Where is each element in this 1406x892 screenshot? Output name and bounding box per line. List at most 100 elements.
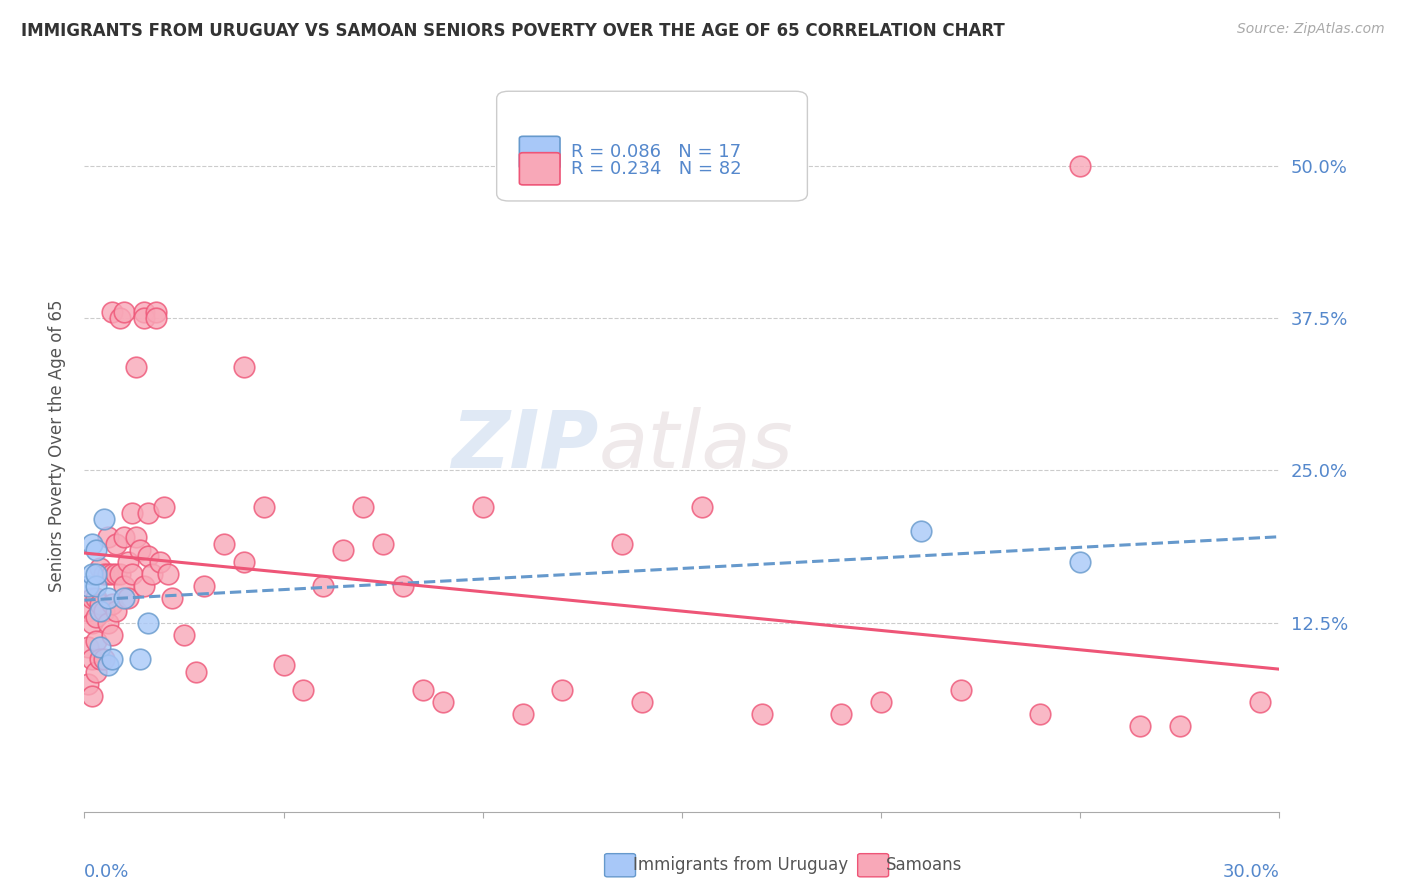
- Point: [112, 530, 135, 544]
- Point: [471, 500, 494, 514]
- Text: Immigrants from Uruguay: Immigrants from Uruguay: [633, 856, 848, 874]
- Point: [145, 305, 167, 319]
- Point: [184, 665, 207, 679]
- Point: [160, 591, 183, 606]
- Point: [89, 652, 111, 666]
- Point: [132, 310, 156, 325]
- Point: [105, 536, 128, 550]
- Point: [153, 500, 176, 514]
- Point: [129, 652, 152, 666]
- Point: [97, 530, 120, 544]
- Point: [132, 579, 156, 593]
- Point: [89, 561, 111, 575]
- Point: [105, 567, 128, 582]
- Point: [751, 707, 773, 722]
- Point: [136, 615, 159, 630]
- Point: [86, 591, 108, 606]
- Point: [412, 682, 434, 697]
- Point: [1029, 707, 1052, 722]
- Point: [1069, 159, 1091, 173]
- Point: [86, 542, 108, 557]
- Point: [93, 567, 115, 582]
- Point: [690, 500, 713, 514]
- Point: [212, 536, 235, 550]
- Point: [86, 634, 108, 648]
- Point: [512, 707, 534, 722]
- Point: [121, 567, 143, 582]
- Text: Samoans: Samoans: [886, 856, 962, 874]
- Point: [101, 598, 124, 612]
- Point: [1069, 555, 1091, 569]
- Point: [117, 591, 139, 606]
- Point: [551, 682, 574, 697]
- Point: [101, 652, 124, 666]
- Point: [232, 359, 254, 374]
- Point: [193, 579, 215, 593]
- Point: [93, 603, 115, 617]
- Point: [93, 512, 115, 526]
- Point: [86, 567, 108, 582]
- FancyBboxPatch shape: [858, 854, 889, 877]
- Point: [373, 536, 395, 550]
- Point: [82, 567, 104, 582]
- Point: [93, 652, 115, 666]
- Point: [105, 603, 128, 617]
- Point: [312, 579, 335, 593]
- Point: [101, 628, 124, 642]
- Point: [82, 652, 104, 666]
- Point: [129, 542, 152, 557]
- Point: [112, 591, 135, 606]
- Point: [136, 549, 159, 563]
- Point: [117, 555, 139, 569]
- Text: R = 0.086   N = 17: R = 0.086 N = 17: [571, 144, 741, 161]
- Point: [173, 628, 195, 642]
- Point: [432, 695, 454, 709]
- Point: [292, 682, 315, 697]
- Point: [77, 640, 100, 655]
- Point: [157, 567, 180, 582]
- Point: [132, 305, 156, 319]
- Point: [110, 567, 132, 582]
- Text: R = 0.234   N = 82: R = 0.234 N = 82: [571, 160, 741, 178]
- Point: [352, 500, 374, 514]
- Point: [97, 615, 120, 630]
- Y-axis label: Seniors Poverty Over the Age of 65: Seniors Poverty Over the Age of 65: [48, 300, 66, 592]
- Point: [86, 665, 108, 679]
- Point: [273, 658, 295, 673]
- Point: [82, 536, 104, 550]
- Point: [112, 305, 135, 319]
- Point: [136, 506, 159, 520]
- Point: [141, 567, 163, 582]
- Point: [89, 598, 111, 612]
- Point: [89, 603, 111, 617]
- Point: [101, 305, 124, 319]
- Point: [253, 500, 276, 514]
- FancyBboxPatch shape: [605, 854, 636, 877]
- Text: 0.0%: 0.0%: [84, 863, 129, 881]
- Point: [82, 689, 104, 703]
- Point: [631, 695, 654, 709]
- Point: [97, 567, 120, 582]
- Point: [97, 591, 120, 606]
- Point: [89, 640, 111, 655]
- Point: [82, 615, 104, 630]
- Point: [121, 506, 143, 520]
- Point: [830, 707, 852, 722]
- Point: [97, 658, 120, 673]
- Point: [332, 542, 354, 557]
- Point: [77, 603, 100, 617]
- Point: [149, 555, 172, 569]
- Point: [125, 530, 148, 544]
- Text: 30.0%: 30.0%: [1223, 863, 1279, 881]
- Point: [1129, 719, 1152, 733]
- Point: [145, 310, 167, 325]
- Point: [112, 579, 135, 593]
- Point: [125, 359, 148, 374]
- FancyBboxPatch shape: [519, 153, 560, 185]
- Text: Source: ZipAtlas.com: Source: ZipAtlas.com: [1237, 22, 1385, 37]
- Point: [110, 310, 132, 325]
- Text: ZIP: ZIP: [451, 407, 599, 485]
- FancyBboxPatch shape: [496, 91, 807, 201]
- Point: [392, 579, 415, 593]
- Point: [82, 591, 104, 606]
